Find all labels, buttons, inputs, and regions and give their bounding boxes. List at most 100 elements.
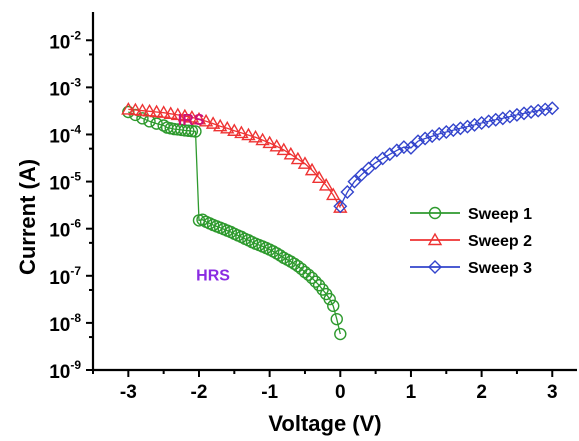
data-point (150, 117, 163, 130)
data-point (142, 103, 157, 117)
x-tick-label: -2 (191, 382, 208, 403)
data-point (304, 162, 320, 176)
data-point (517, 106, 531, 121)
data-point (538, 102, 553, 117)
data-point (269, 138, 284, 152)
data-point (432, 126, 447, 141)
data-point (411, 134, 426, 149)
data-point (327, 299, 340, 313)
data-point (297, 156, 313, 169)
data-point (248, 129, 263, 143)
data-point (311, 170, 327, 184)
data-point (323, 292, 336, 306)
x-tick-label: -3 (120, 382, 137, 403)
annotation-label: IRS (178, 112, 205, 129)
data-point (439, 124, 454, 139)
series-line (128, 111, 341, 335)
legend-label: Sweep 3 (468, 260, 532, 277)
legend-label: Sweep 1 (468, 206, 532, 223)
data-point (382, 147, 397, 162)
data-point (531, 103, 546, 118)
data-point (312, 279, 326, 292)
y-tick-label: 10-3 (49, 75, 81, 100)
axes (91, 12, 577, 372)
data-point (509, 107, 524, 122)
data-point (425, 129, 440, 144)
data-point (334, 327, 347, 341)
data-point (149, 104, 164, 118)
y-tick-label: 10-2 (49, 28, 81, 53)
data-point (156, 105, 171, 118)
data-point (290, 151, 306, 165)
data-point (460, 119, 475, 134)
data-point (234, 125, 249, 139)
data-point (481, 114, 496, 129)
data-point (453, 121, 468, 136)
data-point (403, 140, 418, 155)
data-point (330, 312, 343, 326)
x-tick-label: -1 (261, 382, 278, 403)
data-point (347, 174, 362, 189)
data-point (488, 112, 503, 127)
legend-marker (427, 232, 443, 246)
data-point (326, 187, 341, 201)
data-point (333, 199, 348, 214)
data-point (220, 120, 235, 134)
x-tick-label: 2 (476, 382, 487, 403)
data-point (502, 109, 517, 124)
y-axis-title: Current (A) (15, 159, 40, 275)
y-tick-label: 10-4 (49, 122, 81, 147)
data-point (198, 113, 214, 127)
data-point (227, 123, 242, 136)
data-point (170, 107, 185, 121)
data-point (135, 103, 150, 116)
series-3 (333, 101, 560, 214)
x-tick-label: 0 (335, 382, 346, 403)
series-1 (122, 105, 347, 341)
legend-item: Sweep 3 (410, 260, 532, 277)
data-point (446, 123, 461, 138)
data-point (524, 105, 539, 119)
x-tick-label: 1 (406, 382, 417, 403)
series-line (339, 107, 553, 207)
y-tick-label: 10-5 (49, 170, 81, 195)
x-tick-label: 3 (547, 382, 558, 403)
data-point (182, 124, 195, 137)
data-point (389, 143, 404, 158)
data-point (302, 268, 315, 281)
data-point (545, 101, 560, 116)
y-tick-label: 10-7 (49, 264, 81, 289)
data-point (283, 146, 299, 160)
y-tick-label: 10-8 (49, 311, 81, 336)
series-line (128, 108, 341, 208)
data-point (418, 131, 433, 146)
data-point (354, 167, 369, 182)
series-layer (121, 101, 560, 341)
series-2 (121, 102, 348, 213)
data-point (262, 135, 277, 149)
annotations: IRS HRS (178, 112, 230, 284)
data-point (318, 177, 334, 191)
y-tick-label: 10-6 (49, 217, 81, 242)
legend-marker (428, 260, 442, 274)
legend-marker (428, 206, 442, 220)
data-point (274, 249, 287, 262)
data-point (184, 110, 200, 123)
data-point (177, 108, 193, 122)
data-point (474, 116, 489, 131)
data-point (136, 112, 149, 125)
data-point (212, 118, 228, 132)
legend: Sweep 1 Sweep 2 Sweep 3 (410, 206, 532, 277)
data-point (128, 102, 143, 116)
annotation-label: HRS (196, 268, 230, 285)
data-point (205, 116, 221, 129)
data-point (191, 111, 207, 125)
data-point (189, 125, 202, 138)
data-point (309, 275, 322, 288)
x-axis-title: Voltage (V) (268, 411, 381, 436)
data-point (276, 142, 291, 156)
legend-item: Sweep 2 (410, 232, 532, 250)
y-tick-label: 10-9 (49, 358, 81, 383)
legend-label: Sweep 2 (468, 233, 532, 250)
